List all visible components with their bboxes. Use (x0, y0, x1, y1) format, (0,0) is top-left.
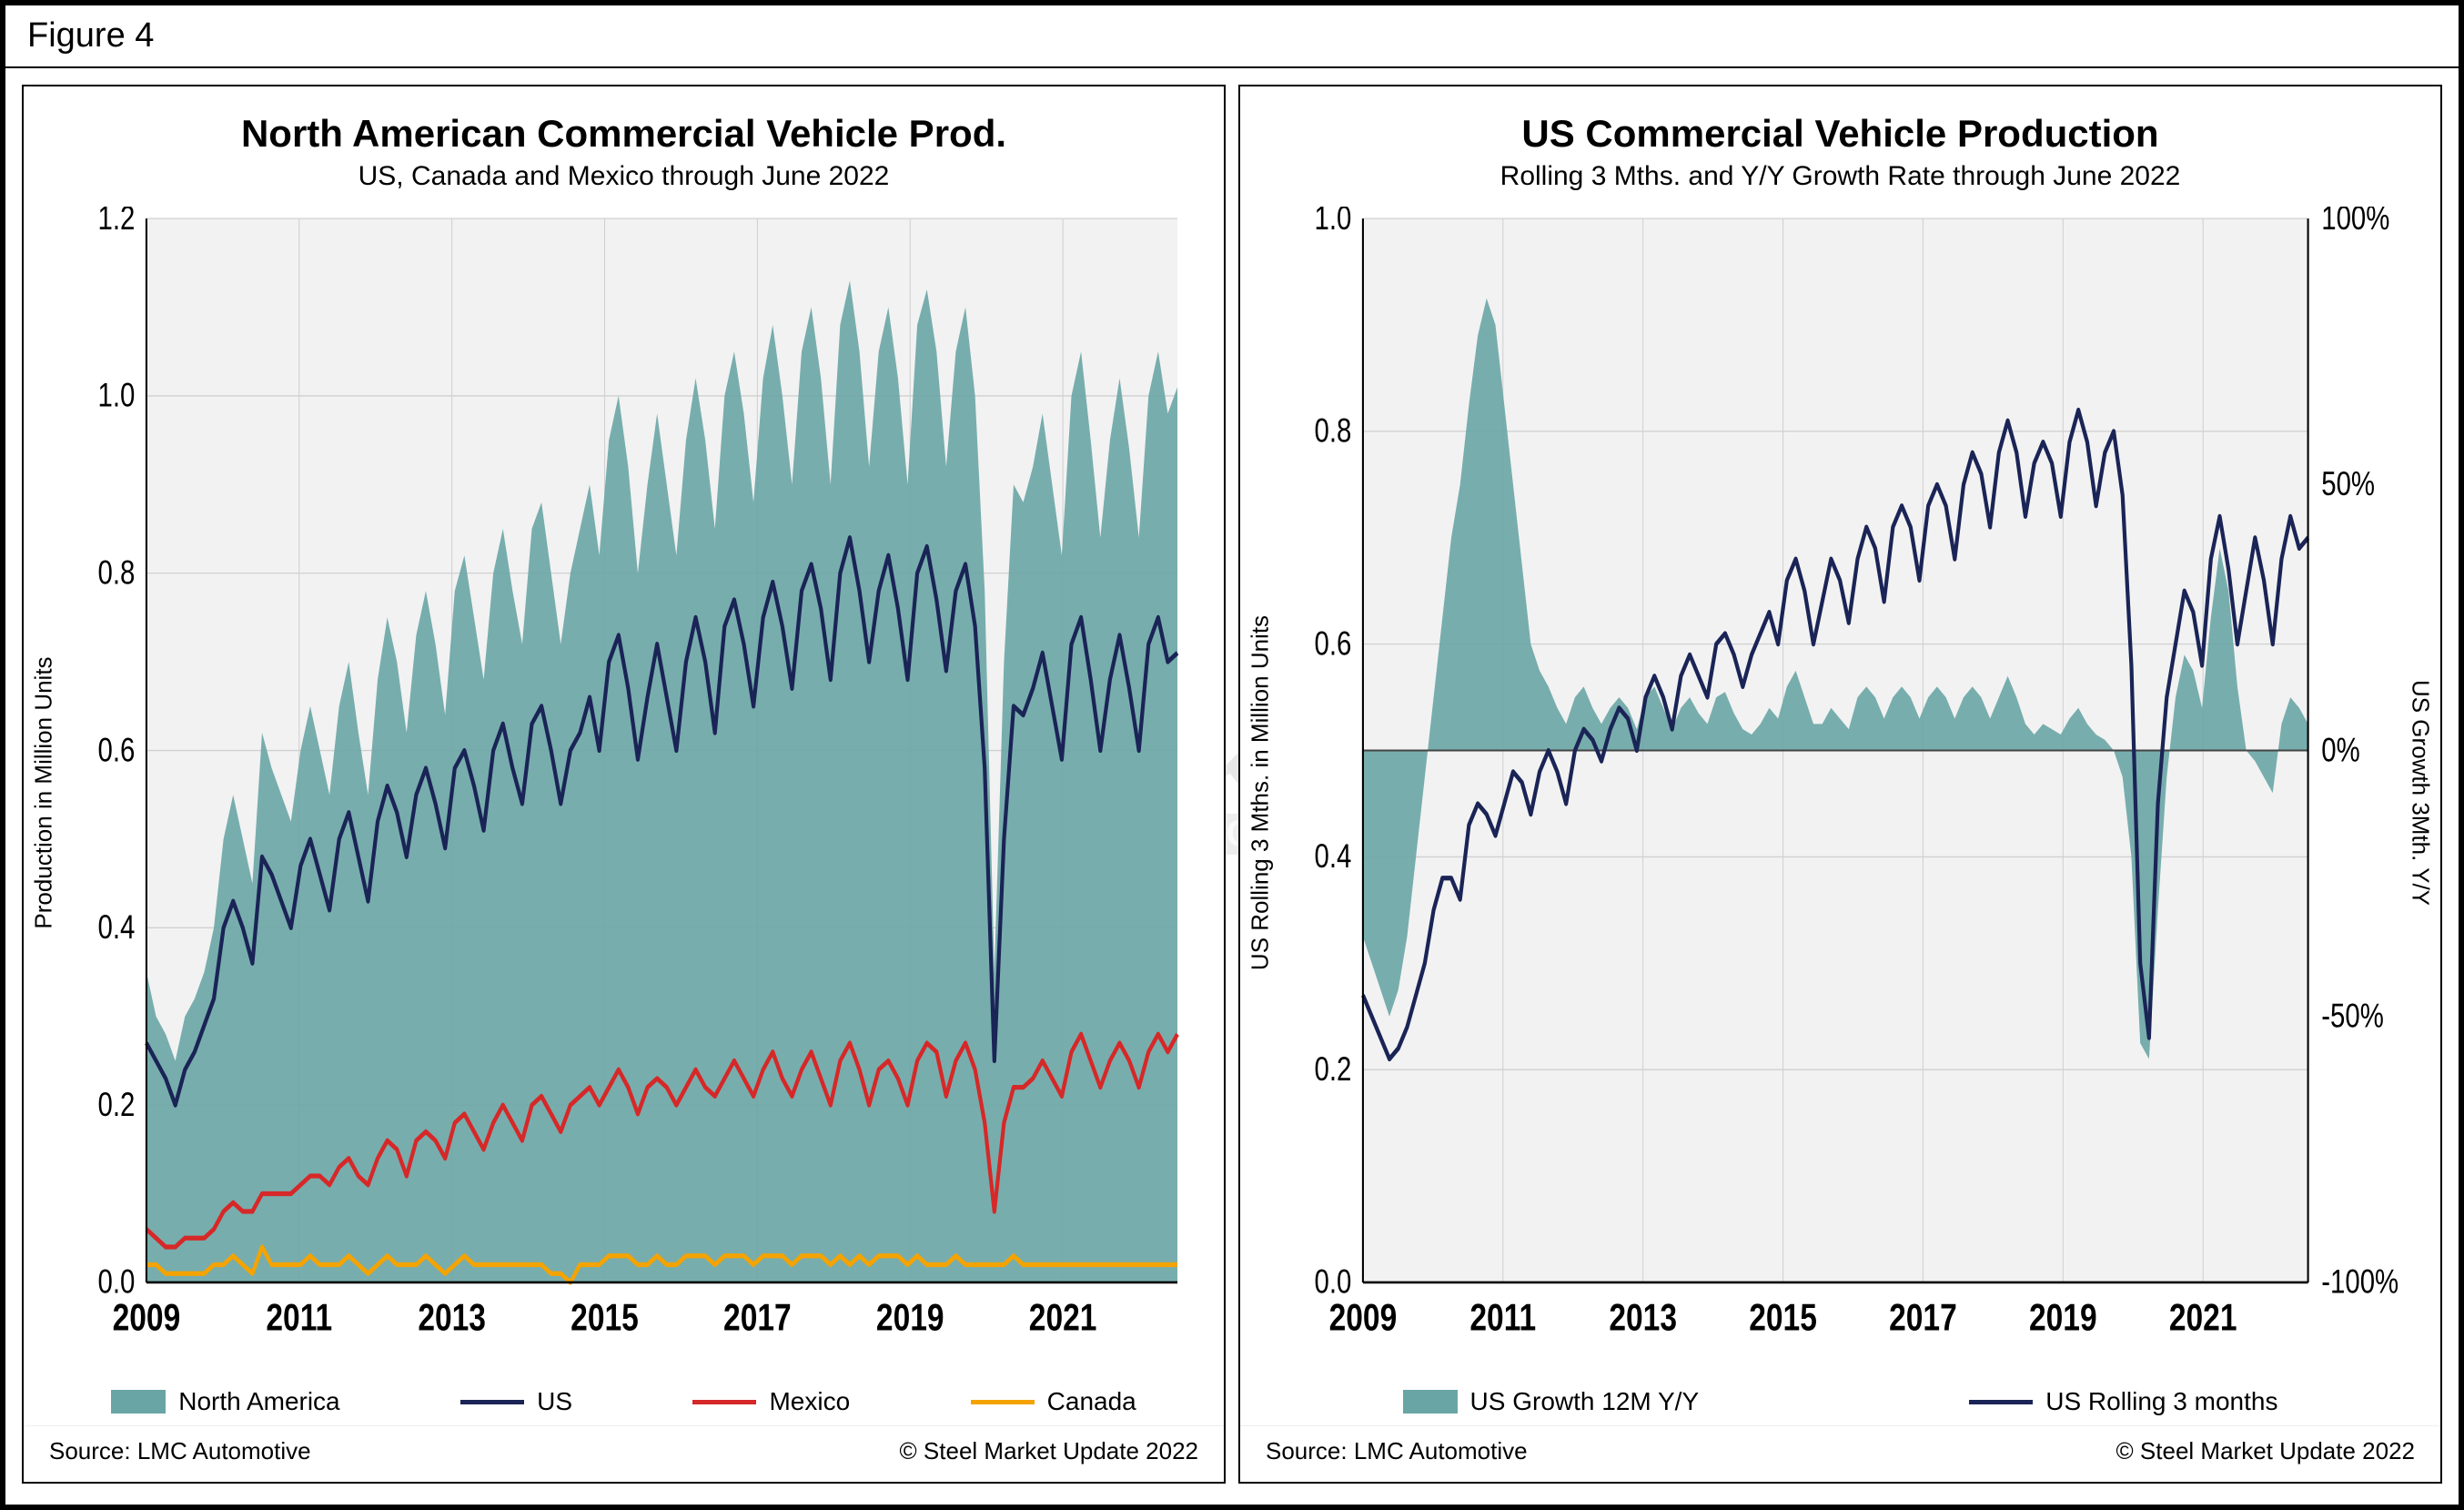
right-title: US Commercial Vehicle Production (1240, 112, 2440, 156)
svg-text:2013: 2013 (1609, 1297, 1677, 1339)
svg-text:2009: 2009 (113, 1297, 181, 1339)
right-legend: US Growth 12M Y/YUS Rolling 3 months (1240, 1378, 2440, 1425)
svg-text:50%: 50% (2321, 466, 2375, 503)
svg-text:2009: 2009 (1329, 1297, 1398, 1339)
left-chart: Production in Million Units 0.00.20.40.6… (51, 207, 1197, 1378)
svg-text:2017: 2017 (723, 1297, 792, 1339)
svg-text:0.0: 0.0 (98, 1264, 136, 1302)
svg-text:100%: 100% (2321, 207, 2389, 238)
svg-text:2019: 2019 (876, 1297, 944, 1339)
svg-text:2015: 2015 (1749, 1297, 1817, 1339)
svg-text:0%: 0% (2321, 732, 2359, 769)
right-subtitle: Rolling 3 Mths. and Y/Y Growth Rate thro… (1240, 161, 2440, 192)
svg-text:2017: 2017 (1889, 1297, 1957, 1339)
right-y-label-right: US Growth 3Mth. Y/Y (2407, 679, 2435, 905)
left-legend: North AmericaUSMexicoCanada (24, 1378, 1224, 1425)
right-y-label-left: US Rolling 3 Mths. in Million Units (1247, 614, 1275, 969)
left-copyright: © Steel Market Update 2022 (900, 1437, 1198, 1465)
right-svg: 0.0 0.2 0.4 0.6 0.8 1.0 -100% -50% 0% 50% 100% 2009… (1267, 207, 2413, 1378)
figure-container: Figure 4 STEEL MARKET UPDATE Part of the… (0, 0, 2464, 1510)
left-y-label: Production in Million Units (30, 656, 58, 928)
svg-text:1.2: 1.2 (98, 207, 136, 238)
right-copyright: © Steel Market Update 2022 (2116, 1437, 2415, 1465)
right-panel: US Commercial Vehicle Production Rolling… (1238, 85, 2442, 1484)
svg-text:0.6: 0.6 (98, 732, 136, 769)
svg-text:2013: 2013 (418, 1297, 486, 1339)
svg-text:2015: 2015 (571, 1297, 639, 1339)
svg-text:2011: 2011 (266, 1297, 332, 1339)
svg-text:0.4: 0.4 (98, 909, 136, 947)
left-source: Source: LMC Automotive (49, 1437, 311, 1465)
left-svg: 0.0 0.2 0.4 0.6 0.8 1.0 1.2 2009 2011 2013 2015 201… (51, 207, 1197, 1378)
panels-row: North American Commercial Vehicle Prod. … (5, 68, 2459, 1500)
left-footer: Source: LMC Automotive © Steel Market Up… (24, 1425, 1224, 1482)
figure-label: Figure 4 (5, 5, 2459, 68)
svg-text:2021: 2021 (1029, 1297, 1097, 1339)
svg-text:0.2: 0.2 (98, 1087, 136, 1124)
svg-text:2021: 2021 (2169, 1297, 2237, 1339)
svg-text:2011: 2011 (1469, 1297, 1536, 1339)
svg-text:1.0: 1.0 (98, 378, 136, 415)
left-title: North American Commercial Vehicle Prod. (24, 112, 1224, 156)
svg-text:2019: 2019 (2029, 1297, 2097, 1339)
right-footer: Source: LMC Automotive © Steel Market Up… (1240, 1425, 2440, 1482)
left-subtitle: US, Canada and Mexico through June 2022 (24, 161, 1224, 192)
svg-text:0.8: 0.8 (98, 555, 136, 593)
right-source: Source: LMC Automotive (1266, 1437, 1528, 1465)
svg-text:0.2: 0.2 (1315, 1051, 1352, 1089)
svg-text:-50%: -50% (2321, 998, 2384, 1036)
left-panel: North American Commercial Vehicle Prod. … (22, 85, 1226, 1484)
svg-text:1.0: 1.0 (1315, 207, 1352, 238)
svg-text:0.4: 0.4 (1315, 838, 1352, 876)
svg-text:0.8: 0.8 (1315, 413, 1352, 451)
svg-text:-100%: -100% (2321, 1264, 2398, 1302)
svg-text:0.6: 0.6 (1315, 625, 1352, 663)
svg-text:0.0: 0.0 (1315, 1264, 1352, 1302)
right-chart: US Rolling 3 Mths. in Million Units US G… (1267, 207, 2413, 1378)
